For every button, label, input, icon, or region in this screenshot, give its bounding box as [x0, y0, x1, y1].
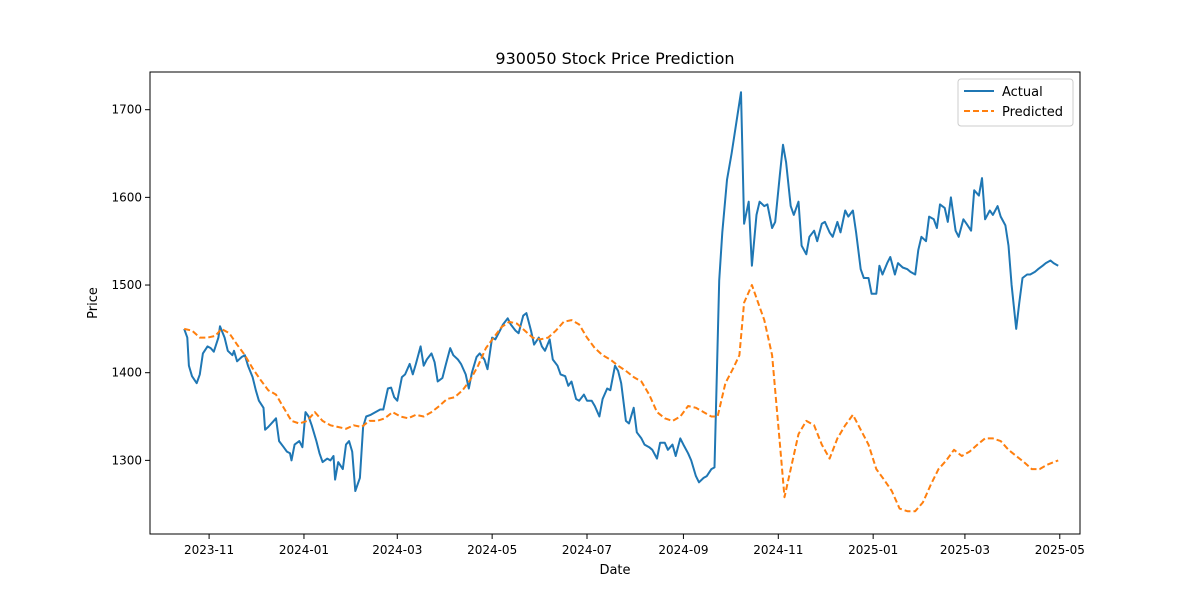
x-tick-label: 2024-11 — [753, 543, 803, 557]
x-tick-label: 2024-09 — [658, 543, 708, 557]
y-tick-label: 1300 — [111, 453, 142, 467]
series-line-predicted — [183, 284, 1059, 513]
x-tick-label: 2024-01 — [279, 543, 329, 557]
plot-lines — [183, 91, 1059, 513]
x-axis-label: Date — [599, 563, 630, 578]
x-tick-label: 2025-01 — [848, 543, 898, 557]
series-line-actual — [183, 91, 1059, 492]
legend-label-predicted: Predicted — [1002, 105, 1063, 120]
x-axis-ticks: 2023-11 2024-01 2024-03 2024-05 2024-07 2024-… — [184, 534, 1085, 557]
chart-title: 930050 Stock Price Prediction — [495, 49, 734, 68]
plot-frame — [149, 71, 1081, 535]
x-tick-label: 2024-03 — [372, 543, 422, 557]
y-axis-ticks: 1300 1400 1500 1600 1700 — [111, 103, 150, 467]
x-tick-label: 2025-05 — [1035, 543, 1085, 557]
y-tick-label: 1500 — [111, 278, 142, 292]
x-tick-label: 2025-03 — [940, 543, 990, 557]
y-tick-label: 1700 — [111, 103, 142, 117]
legend: Actual Predicted — [957, 78, 1074, 127]
y-tick-label: 1400 — [111, 366, 142, 380]
x-tick-label: 2024-07 — [562, 543, 612, 557]
legend-label-actual: Actual — [1002, 85, 1043, 100]
x-tick-label: 2024-05 — [467, 543, 517, 557]
y-axis-label: Price — [86, 287, 101, 319]
y-tick-label: 1600 — [111, 190, 142, 204]
x-tick-label: 2023-11 — [184, 543, 234, 557]
